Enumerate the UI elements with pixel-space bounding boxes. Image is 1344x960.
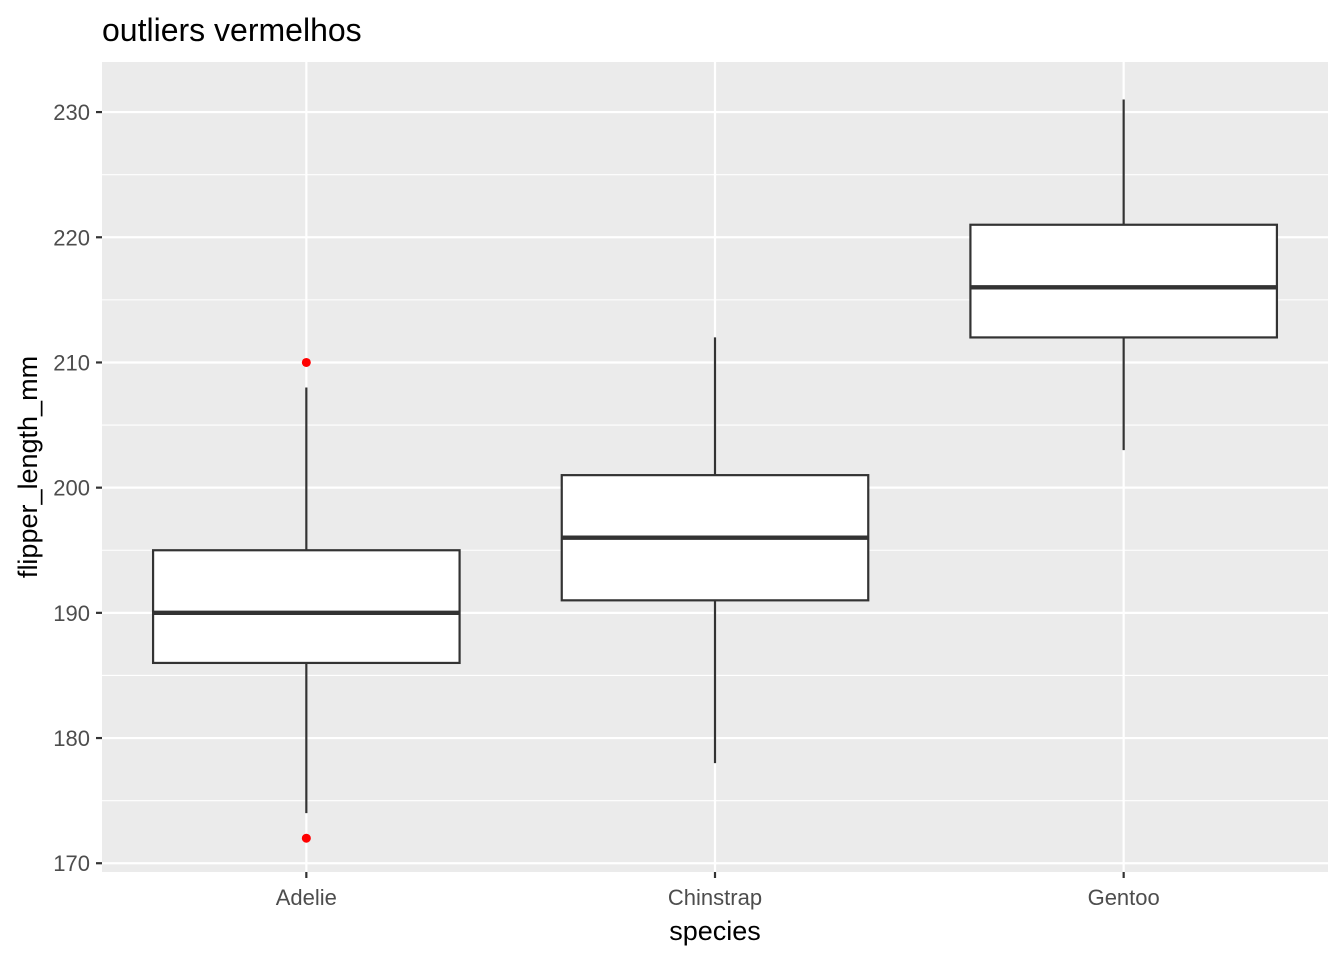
x-tick-label: Adelie (276, 885, 337, 910)
box-chinstrap (560, 337, 870, 764)
y-tick-label: 230 (53, 100, 90, 125)
x-tick-label: Gentoo (1088, 885, 1160, 910)
boxes (151, 99, 1279, 843)
chart-title: outliers vermelhos (102, 12, 362, 48)
x-tick-label: Chinstrap (668, 885, 762, 910)
y-tick-label: 210 (53, 350, 90, 375)
y-tick-label: 220 (53, 225, 90, 250)
box-gentoo (969, 99, 1279, 451)
y-tick-label: 200 (53, 476, 90, 501)
x-axis: Adelie Chinstrap Gentoo (276, 872, 1160, 910)
y-axis: 170 180 190 200 210 220 230 (53, 100, 102, 876)
box-iqr (151, 549, 461, 665)
box-adelie (151, 357, 461, 843)
box-iqr (969, 223, 1279, 339)
outlier-point (301, 833, 311, 843)
y-tick-label: 170 (53, 851, 90, 876)
y-tick-label: 180 (53, 726, 90, 751)
x-axis-title: species (669, 916, 761, 946)
outlier-point (301, 357, 311, 367)
y-tick-label: 190 (53, 601, 90, 626)
y-axis-title: flipper_length_mm (13, 356, 43, 578)
